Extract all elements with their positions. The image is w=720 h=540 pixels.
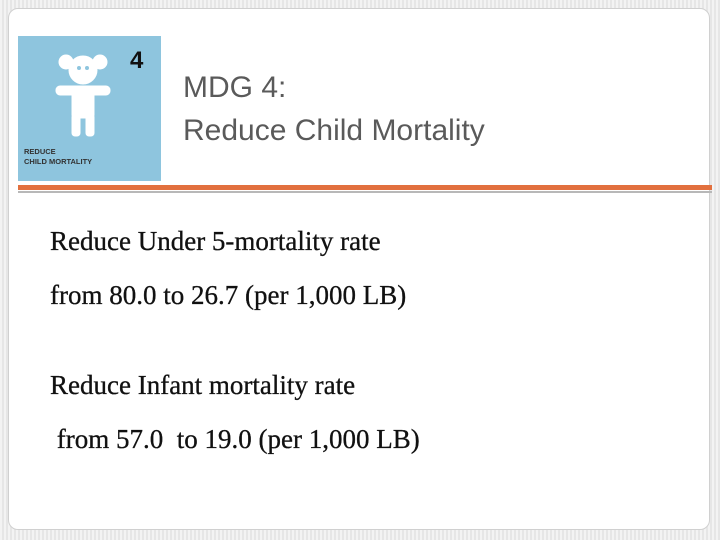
body-text: from 57.0 to 19.0 (per 1,000 LB) [50,424,420,454]
body-text: from 80.0 to 26.7 (per 1,000 LB) [50,280,407,310]
slide-title: Reduce Child Mortality [183,114,485,147]
child-eye [77,66,81,70]
badge-caption: CHILD MORTALITY [24,157,92,166]
body-text: Reduce Infant mortality rate [50,370,356,400]
badge-number: 4 [130,47,144,74]
title-rule [18,185,712,190]
child-eye [85,66,89,70]
title-rule-shadow [18,191,712,193]
mdg-badge: 4 REDUCE CHILD MORTALITY [18,36,161,181]
child-icon [55,54,111,137]
slide-title: MDG 4: [183,71,287,104]
body-text: Reduce Under 5-mortality rate [50,226,381,256]
badge-caption: REDUCE [24,147,56,156]
